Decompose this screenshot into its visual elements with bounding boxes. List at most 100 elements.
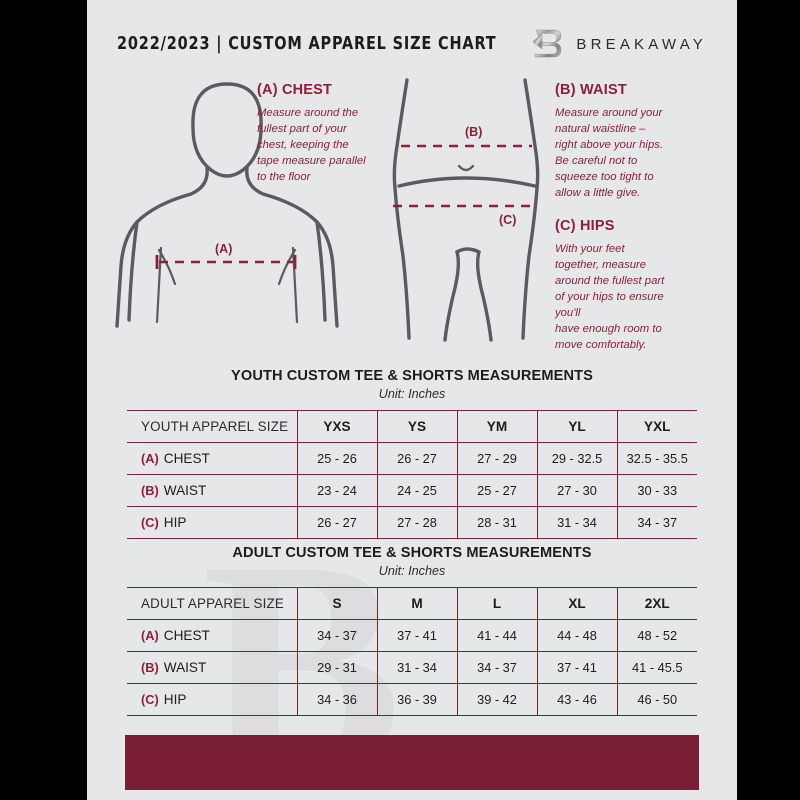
measurement-cell: 27 - 28 (376, 506, 457, 539)
youth-table-body: YOUTH APPAREL SIZE YXS YS YM YL YXL (A) CHEST 25… (127, 410, 697, 539)
note-hips-title: (C) HIPS (555, 218, 615, 234)
torso-figure: (A) (115, 82, 339, 328)
row-tag: (C) (141, 692, 159, 707)
youth-table-heading: YOUTH CUSTOM TEE & SHORTS MEASUREMENTS U… (127, 368, 697, 401)
measurement-cell: 37 - 41 (376, 619, 457, 652)
adult-header-row: ADULT APPAREL SIZE S M L XL 2XL (127, 587, 697, 620)
youth-size-header: YOUTH APPAREL SIZE (127, 410, 297, 443)
adult-size-table: ADULT APPAREL SIZE S M L XL 2XL (A) CHEST 34 - 3… (127, 587, 697, 716)
measurement-cell: 26 - 27 (376, 442, 457, 475)
chest-measure-line (155, 255, 297, 269)
note-hips: (C) HIPS With your feet together, measur… (555, 218, 715, 353)
measurement-cell: 34 - 36 (296, 683, 377, 716)
measurement-cell: 24 - 25 (376, 474, 457, 507)
measurement-cell: 25 - 27 (456, 474, 537, 507)
measurement-cell: 46 - 50 (616, 683, 697, 716)
row-name: HIP (163, 692, 187, 707)
youth-row-label-chest: (A) CHEST (127, 442, 297, 475)
row-tag: (B) (141, 660, 159, 675)
hip-measure-label: (C) (499, 213, 516, 227)
measurement-diagrams: (A) (B) (87, 70, 737, 360)
youth-table-block: YOUTH CUSTOM TEE & SHORTS MEASUREMENTS U… (127, 368, 697, 539)
table-row: (A) CHEST 25 - 26 26 - 27 27 - 29 29 - 32.5 32… (127, 442, 697, 475)
brand-name: BREAKAWAY (576, 35, 707, 53)
chest-measure-label: (A) (215, 242, 232, 256)
row-name: CHEST (163, 628, 210, 643)
row-tag: (A) (141, 628, 159, 643)
measurement-cell: 25 - 26 (296, 442, 377, 475)
measurement-cell: 31 - 34 (376, 651, 457, 684)
measurement-cell: 30 - 33 (616, 474, 697, 507)
row-name: WAIST (163, 483, 207, 498)
row-name: CHEST (163, 451, 210, 466)
table-row: (B) WAIST 29 - 31 31 - 34 34 - 37 37 - 41 41 -… (127, 651, 697, 684)
adult-table-heading: ADULT CUSTOM TEE & SHORTS MEASUREMENTS U… (127, 545, 697, 578)
footer-bar (125, 735, 699, 790)
waist-measure-label: (B) (465, 125, 482, 139)
adult-unit: Unit: Inches (378, 564, 446, 578)
measurement-cell: 41 - 44 (456, 619, 537, 652)
measurement-cell: 23 - 24 (296, 474, 377, 507)
measurement-cell: 32.5 - 35.5 (616, 442, 697, 475)
youth-header-row: YOUTH APPAREL SIZE YXS YS YM YL YXL (127, 410, 697, 443)
note-chest-body: Measure around the fullest part of your … (257, 107, 366, 184)
row-name: HIP (163, 515, 187, 530)
youth-size-yl: YL (536, 410, 617, 443)
measurement-cell: 34 - 37 (456, 651, 537, 684)
measurement-cell: 37 - 41 (536, 651, 617, 684)
measurement-cell: 36 - 39 (376, 683, 457, 716)
page-title: 2022/2023 | CUSTOM APPAREL SIZE CHART (117, 34, 497, 54)
youth-title: YOUTH CUSTOM TEE & SHORTS MEASUREMENTS (231, 368, 593, 384)
table-row: (A) CHEST 34 - 37 37 - 41 41 - 44 44 - 48 48 -… (127, 619, 697, 652)
youth-size-ys: YS (376, 410, 457, 443)
hips-figure: (B) (C) (392, 78, 540, 342)
youth-size-yxs: YXS (296, 410, 377, 443)
youth-size-ym: YM (456, 410, 537, 443)
size-chart-page: B 2022/2023 | CUSTOM APPAREL SIZE CHART (87, 0, 737, 800)
youth-size-table: YOUTH APPAREL SIZE YXS YS YM YL YXL (A) CHEST 25… (127, 410, 697, 539)
adult-row-label-waist: (B) WAIST (127, 651, 297, 684)
measurement-cell: 34 - 37 (616, 506, 697, 539)
measurement-cell: 44 - 48 (536, 619, 617, 652)
adult-row-label-chest: (A) CHEST (127, 619, 297, 652)
measurement-cell: 48 - 52 (616, 619, 697, 652)
measurement-cell: 29 - 31 (296, 651, 377, 684)
brand-lockup: BREAKAWAY (532, 27, 707, 61)
measurement-cell: 28 - 31 (456, 506, 537, 539)
adult-table-body: ADULT APPAREL SIZE S M L XL 2XL (A) CHEST 34 - 3… (127, 587, 697, 716)
measurement-cell: 27 - 30 (536, 474, 617, 507)
adult-size-l: L (456, 587, 537, 620)
youth-row-label-waist: (B) WAIST (127, 474, 297, 507)
measurement-cell: 29 - 32.5 (536, 442, 617, 475)
breakaway-b-logo-icon (532, 29, 562, 58)
row-tag: (B) (141, 483, 159, 498)
measurement-cell: 27 - 29 (456, 442, 537, 475)
measurement-cell: 31 - 34 (536, 506, 617, 539)
table-row: (B) WAIST 23 - 24 24 - 25 25 - 27 27 - 30 30 -… (127, 474, 697, 507)
youth-row-label-hip: (C) HIP (127, 506, 297, 539)
adult-size-s: S (296, 587, 377, 620)
measurement-cell: 41 - 45.5 (616, 651, 697, 684)
note-waist-title: (B) WAIST (555, 82, 627, 98)
youth-size-yxl: YXL (616, 410, 697, 443)
note-chest: (A) CHEST Measure around the fullest par… (257, 82, 407, 185)
adult-title: ADULT CUSTOM TEE & SHORTS MEASUREMENTS (232, 545, 592, 561)
note-chest-title: (A) CHEST (257, 82, 333, 98)
note-waist-body: Measure around your natural waistline – … (555, 107, 664, 200)
row-tag: (C) (141, 515, 159, 530)
adult-size-m: M (376, 587, 457, 620)
row-name: WAIST (163, 660, 207, 675)
adult-table-block: ADULT CUSTOM TEE & SHORTS MEASUREMENTS U… (127, 545, 697, 716)
row-tag: (A) (141, 451, 159, 466)
measurement-cell: 26 - 27 (296, 506, 377, 539)
measurement-cell: 34 - 37 (296, 619, 377, 652)
table-row: (C) HIP 34 - 36 36 - 39 39 - 42 43 - 46 46 - 5… (127, 683, 697, 716)
measurement-cell: 39 - 42 (456, 683, 537, 716)
note-waist: (B) WAIST Measure around your natural wa… (555, 82, 715, 201)
page-header: 2022/2023 | CUSTOM APPAREL SIZE CHART BR… (87, 24, 737, 64)
youth-unit: Unit: Inches (378, 387, 446, 401)
note-hips-body: With your feet together, measure around … (555, 243, 665, 352)
adult-row-label-hip: (C) HIP (127, 683, 297, 716)
adult-size-header: ADULT APPAREL SIZE (127, 587, 297, 620)
adult-size-2xl: 2XL (616, 587, 697, 620)
